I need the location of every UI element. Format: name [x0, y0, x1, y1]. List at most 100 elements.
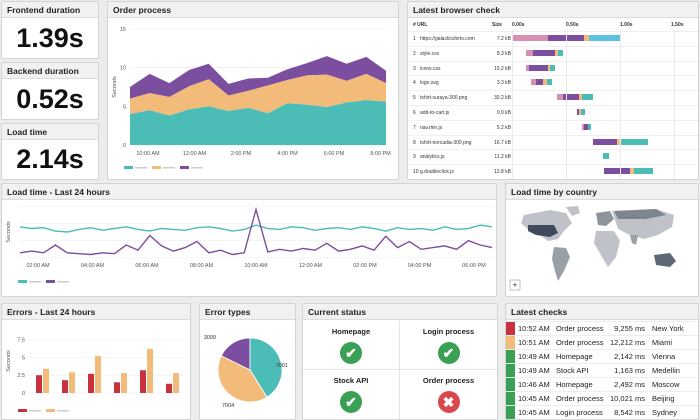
error-types-pie: 3009 7001 7004: [204, 335, 288, 409]
row-number: 9: [413, 154, 416, 161]
check-name: Homepage: [556, 352, 593, 361]
row-url: https://galacticshirts.com: [420, 36, 475, 42]
waterfall-row: 8 tshirt-norcadia-300.png 16.7 kB: [408, 134, 698, 148]
timing-bar: [408, 138, 698, 145]
timing-bar: [408, 123, 698, 130]
timing-bar: [408, 153, 698, 160]
x-tick-label: 10:00 AM: [136, 151, 160, 157]
pie-label: 3009: [204, 335, 216, 341]
timing-segment: [526, 64, 530, 71]
row-number: 5: [413, 95, 416, 102]
check-name: Order process: [556, 324, 604, 333]
bar-series-1: [166, 383, 172, 393]
world-map[interactable]: +: [506, 201, 699, 297]
check-duration: 10,021 ms: [609, 394, 645, 403]
row-url: tshirt-norcadia-300.png: [420, 139, 472, 146]
x-tick-label: 04:00 AM: [81, 263, 105, 269]
check-name: Stock API: [556, 366, 589, 375]
russia-shape: [614, 209, 666, 219]
row-number: 2: [413, 50, 416, 57]
timing-segment: [512, 35, 548, 41]
y-tick-label: 10: [120, 66, 126, 72]
row-url: analytics.js: [420, 154, 445, 161]
x-tick-label: 04:00 PM: [408, 263, 432, 269]
status-card: Stock API ✔: [303, 370, 400, 419]
load-24h-chart: Seconds 02:00 AM 04:00 AM 06:00 AM 08:00 AM 1…: [6, 205, 493, 283]
bar-series-2: [69, 372, 75, 393]
panel-title: Order process: [108, 2, 398, 18]
waterfall-row: 1 https://galacticshirts.com 7.2 kB: [408, 31, 698, 44]
check-duration: 12,212 ms: [609, 338, 645, 347]
timing-segment: [602, 153, 610, 160]
legend-swatch: [18, 280, 27, 283]
x-tick-label: 12:00 AM: [299, 263, 323, 269]
area-series-1: [130, 100, 386, 145]
timing-segment: [587, 123, 591, 130]
bar-series-2: [95, 356, 101, 393]
legend-placeholder: [191, 167, 203, 169]
check-time: 10:52 AM: [518, 324, 550, 333]
check-row: 10:46 AM Homepage 2,492 ms Moscow: [506, 377, 698, 391]
error-types-panel: Error types 3009 7001 7004: [199, 303, 296, 420]
check-time: 10:45 AM: [518, 408, 550, 417]
europe-shape: [596, 211, 614, 226]
browser-check-panel: Latest browser check # URL Size 0.00s 0.…: [407, 1, 699, 180]
check-row: 10:45 AM Login process 8,542 ms Sydney: [506, 405, 698, 419]
bar-series-2: [147, 348, 153, 393]
current-status-panel: Current status Homepage ✔ Login process ✔ St…: [302, 303, 498, 420]
timing-bar: [408, 168, 698, 175]
legend-swatch: [152, 166, 161, 169]
timing-segment: [535, 79, 544, 86]
bar-series-2: [121, 373, 127, 393]
row-size: 16.7 kB: [494, 139, 511, 146]
timing-bar: [408, 94, 698, 101]
kpi-backend-panel: Backend duration 0.52s: [1, 62, 99, 120]
x-tick-label: 4:00 PM: [277, 151, 298, 157]
row-number: 7: [413, 124, 416, 131]
x-tick-label: 12:00 AM: [183, 151, 207, 157]
kpi-value: 2.14s: [16, 144, 84, 174]
x-tick-label: 08:00 AM: [190, 263, 214, 269]
row-number: 1: [413, 36, 416, 42]
check-time: 10:49 AM: [518, 352, 550, 361]
row-url: nav.min.js: [420, 124, 443, 131]
order-process-chart: 15 10 5 0 Seconds 10:00 AM 12:00 AM 2:00 PM 4:00…: [112, 27, 391, 169]
y-axis-label: Seconds: [112, 76, 118, 98]
load-24h-panel: Load time - Last 24 hours Seconds 02:00 A…: [1, 183, 497, 297]
timing-bar: [408, 49, 698, 56]
time-gridline: [512, 30, 513, 179]
timing-segment: [562, 94, 579, 101]
check-duration: 1,163 ms: [614, 366, 645, 375]
kpi-value: 0.52s: [16, 83, 84, 114]
row-number: 4: [413, 80, 416, 87]
x-tick-label: 02:00 PM: [353, 263, 377, 269]
timing-segment: [593, 138, 617, 145]
check-city: Miami: [652, 338, 672, 347]
panel-title: Frontend duration: [2, 2, 98, 18]
panel-title: Latest checks: [506, 304, 698, 320]
check-city: Beijing: [652, 394, 675, 403]
status-stripe: [506, 392, 515, 405]
pie-slice: [217, 355, 268, 403]
timing-segment: [603, 168, 630, 175]
timing-segment: [634, 168, 654, 175]
australia-shape: [654, 253, 676, 267]
timing-segment: [582, 123, 585, 130]
timing-segment: [584, 123, 588, 130]
check-time: 10:45 AM: [518, 394, 550, 403]
pie-label: 7004: [222, 403, 234, 409]
status-card: Homepage ✔: [303, 321, 400, 370]
y-tick-label: 0: [123, 143, 126, 149]
x-tick-label: 02:00 AM: [26, 263, 50, 269]
check-city: New York: [652, 324, 684, 333]
panel-title: Errors - Last 24 hours: [2, 304, 190, 320]
check-duration: 2,492 ms: [614, 380, 645, 389]
legend-placeholder: [29, 410, 41, 412]
zoom-button[interactable]: [509, 279, 521, 291]
timing-segment: [543, 79, 547, 86]
kpi-loadtime-panel: Load time 2.14s: [1, 123, 99, 180]
waterfall-row: 3 icons.css 10.2 kB: [408, 60, 698, 74]
kpi-value: 1.39s: [16, 22, 84, 53]
legend-placeholder: [163, 167, 175, 169]
kpi-frontend-panel: Frontend duration 1.39s: [1, 1, 99, 59]
